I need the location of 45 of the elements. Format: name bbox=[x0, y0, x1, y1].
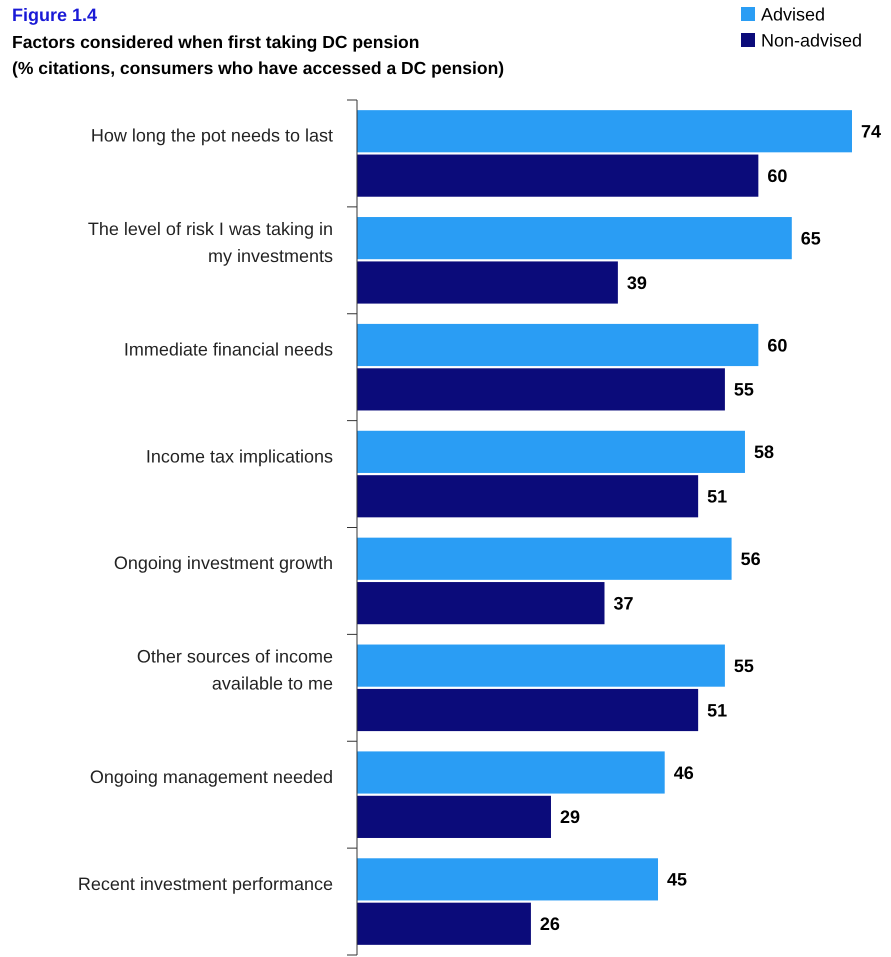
data-label: 58 bbox=[754, 442, 774, 462]
data-label: 46 bbox=[674, 762, 694, 783]
data-label: 55 bbox=[734, 380, 754, 400]
y-tick-label: Immediate financial needs bbox=[124, 339, 333, 360]
data-label: 65 bbox=[800, 228, 821, 248]
bar bbox=[357, 858, 658, 900]
bar bbox=[357, 644, 725, 687]
y-tick-label: Income tax implications bbox=[146, 446, 333, 466]
text: Factors considered when first taking DC pension bbox=[12, 32, 420, 52]
bar bbox=[357, 110, 852, 152]
bar bbox=[357, 154, 758, 197]
bar bbox=[357, 582, 604, 624]
y-tick-label: The level of risk I was taking in my investments bbox=[88, 219, 333, 266]
data-label: 60 bbox=[767, 335, 788, 356]
data-label: 37 bbox=[614, 593, 634, 614]
bar bbox=[357, 217, 792, 260]
bar bbox=[357, 688, 698, 732]
data-label: 51 bbox=[707, 486, 728, 507]
bar bbox=[357, 368, 725, 410]
y-tick-label: Ongoing management needed bbox=[90, 766, 333, 787]
caption: Figure 1.4 bbox=[12, 5, 98, 25]
y-tick-label: Recent investment performance bbox=[78, 874, 333, 894]
bar bbox=[357, 324, 758, 366]
y-tick-label: Other sources of income available to me bbox=[136, 646, 333, 694]
data-label: 51 bbox=[707, 700, 728, 720]
bar bbox=[357, 475, 698, 518]
data-label: 29 bbox=[560, 807, 580, 828]
data-label: 56 bbox=[740, 549, 761, 570]
bar bbox=[357, 430, 745, 473]
legend-label: Non-advised bbox=[761, 30, 862, 50]
data-label: 55 bbox=[734, 656, 754, 676]
data-label: 39 bbox=[626, 272, 647, 293]
data-label: 45 bbox=[667, 870, 688, 890]
y-tick-label: Ongoing investment growth bbox=[114, 553, 333, 574]
chart-subtitle: (% citations, consumers who have accessed a DC pension) bbox=[12, 58, 504, 78]
data-label: 26 bbox=[540, 914, 560, 934]
legend-label: Advised bbox=[761, 4, 826, 24]
bar bbox=[357, 902, 531, 945]
bar bbox=[357, 261, 618, 304]
bar bbox=[357, 796, 551, 838]
bar bbox=[357, 751, 665, 794]
data-label: 60 bbox=[767, 166, 788, 186]
data-label: 74 bbox=[861, 122, 882, 142]
y-tick-label: How long the pot needs to last bbox=[90, 126, 333, 146]
bar bbox=[357, 538, 732, 580]
